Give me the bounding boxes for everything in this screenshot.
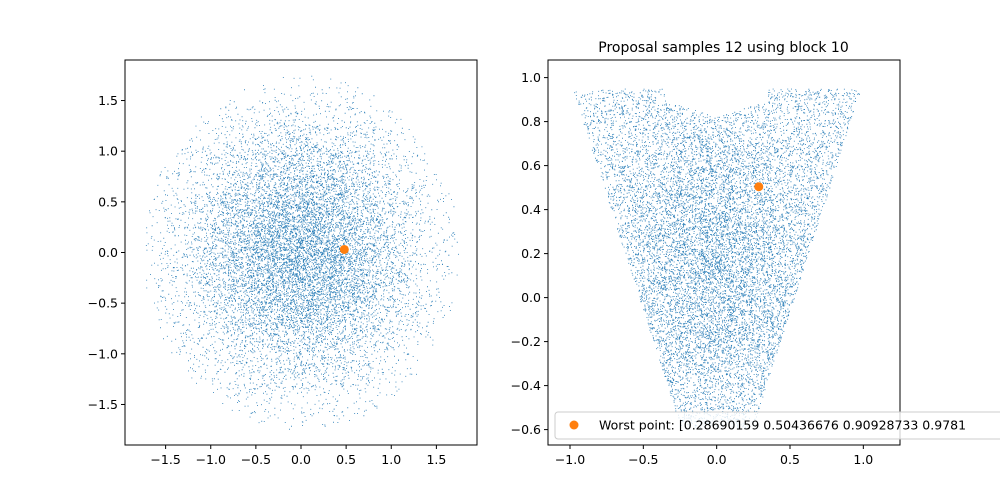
- right-chart-title: Proposal samples 12 using block 10: [598, 40, 848, 56]
- left-x-axis: −1.5 −1.0 −0.5 0.0 0.5 1.0 1.5: [150, 445, 446, 467]
- left-scatter-panel: −1.5 −1.0 −0.5 0.0 0.5 1.0 1.5 −1.5 −1.0 −0.5 0.0…: [88, 59, 478, 467]
- legend-box: [554, 411, 1000, 440]
- x-tick-label: 0.5: [780, 452, 800, 467]
- x-tick-label: 1.0: [853, 452, 873, 467]
- worst-point-marker: [754, 182, 764, 192]
- x-tick-label: −1.5: [150, 452, 180, 467]
- y-tick-label: −0.2: [511, 334, 541, 349]
- y-tick-label: −0.6: [511, 422, 541, 437]
- right-y-axis: −0.6 −0.4 −0.2 0.0 0.2 0.4 0.6 0.8 1.0: [511, 70, 548, 437]
- y-tick-label: 0.8: [521, 114, 541, 129]
- worst-point-marker: [339, 244, 349, 254]
- right-legend: Worst point: [0.28690159 0.50436676 0.90…: [554, 411, 1000, 440]
- left-y-axis: −1.5 −1.0 −0.5 0.0 0.5 1.0 1.5: [88, 93, 125, 412]
- y-tick-label: −0.5: [88, 296, 118, 311]
- x-tick-label: 1.0: [381, 452, 401, 467]
- y-tick-label: 1.5: [98, 93, 118, 108]
- x-tick-label: −1.0: [555, 452, 585, 467]
- x-tick-label: 0.0: [291, 452, 311, 467]
- x-tick-label: −1.0: [196, 452, 226, 467]
- right-scatter-panel: Proposal samples 12 using block 10 −1.0−…: [511, 40, 1000, 467]
- y-tick-label: 1.0: [521, 70, 541, 85]
- legend-label: Worst point: [0.28690159 0.50436676 0.90…: [599, 418, 966, 433]
- right-x-axis: −1.0 −0.5 0.0 0.5 1.0: [555, 445, 873, 467]
- sample-points: [574, 88, 860, 429]
- y-tick-label: −1.0: [88, 346, 118, 361]
- y-tick-label: 0.0: [521, 290, 541, 305]
- y-tick-label: 0.2: [521, 246, 541, 261]
- y-tick-label: 1.0: [98, 144, 118, 159]
- x-tick-label: −0.5: [241, 452, 271, 467]
- x-tick-label: 0.5: [336, 452, 356, 467]
- right-highlight-point: [754, 182, 764, 192]
- y-tick-label: 0.0: [98, 245, 118, 260]
- y-tick-label: 0.6: [521, 158, 541, 173]
- left-highlight-point: [339, 244, 349, 254]
- y-tick-label: 0.4: [521, 202, 541, 217]
- legend-marker: [569, 420, 579, 430]
- x-tick-label: 0.0: [707, 452, 727, 467]
- x-tick-label: 1.5: [426, 452, 446, 467]
- y-tick-label: −0.4: [511, 378, 541, 393]
- right-sample-points: [574, 88, 860, 429]
- y-tick-label: 0.5: [98, 194, 118, 209]
- y-tick-label: −1.5: [88, 397, 118, 412]
- x-tick-label: −0.5: [628, 452, 658, 467]
- right-plot-frame: [547, 59, 901, 446]
